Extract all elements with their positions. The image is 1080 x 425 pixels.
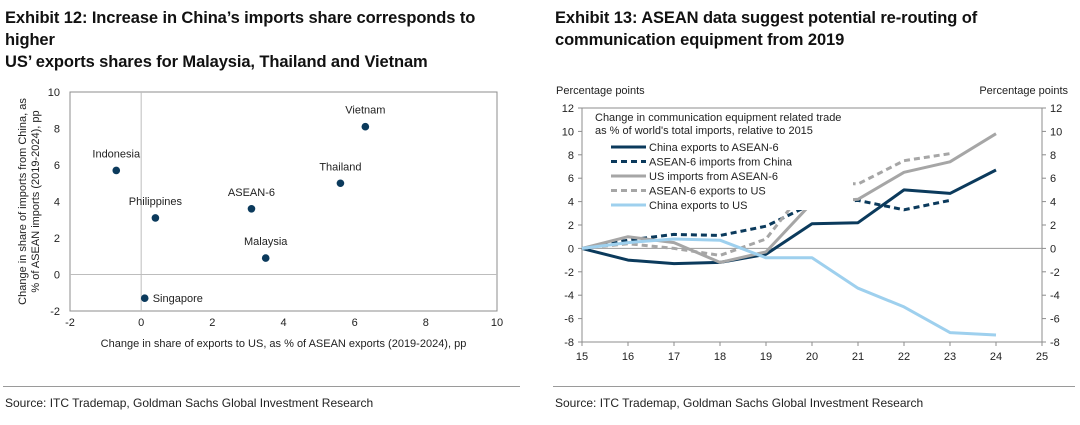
line-left-tick-label: 4 — [568, 197, 574, 209]
scatter-point-label: ASEAN-6 — [228, 187, 275, 199]
scatter-point-label: Indonesia — [92, 148, 141, 160]
line-x-tick-label: 20 — [806, 351, 818, 363]
line-x-tick-label: 19 — [760, 351, 772, 363]
line-left-tick-label: 2 — [568, 220, 574, 232]
scatter-x-tick-label: 2 — [209, 317, 215, 329]
line-legend-label: US imports from ASEAN-6 — [649, 171, 778, 183]
exhibit-13-title: Exhibit 13: ASEAN data suggest potential… — [555, 7, 1075, 51]
scatter-x-tick-label: 8 — [423, 317, 429, 329]
scatter-x-tick-label: -2 — [65, 317, 75, 329]
line-legend-title-line2: as % of world's total imports, relative … — [595, 125, 813, 137]
line-right-tick-label: -8 — [1050, 337, 1060, 349]
scatter-y-tick-label: 10 — [48, 87, 60, 99]
line-legend-label: ASEAN-6 imports from China — [649, 157, 793, 169]
line-legend-label: ASEAN-6 exports to US — [649, 186, 766, 198]
line-right-tick-label: 12 — [1050, 103, 1062, 115]
line-left-tick-label: 12 — [562, 103, 574, 115]
line-series — [581, 152, 951, 257]
scatter-point-label: Singapore — [153, 293, 203, 305]
scatter-x-tick-label: 0 — [138, 317, 144, 329]
scatter-point-label: Thailand — [319, 161, 361, 173]
line-right-tick-label: 10 — [1050, 126, 1062, 138]
exhibit-12-title-line1: Exhibit 12: Increase in China’s imports … — [5, 9, 476, 49]
line-left-tick-label: 8 — [568, 150, 574, 162]
exhibit-13-title-line1: Exhibit 13: ASEAN data suggest potential… — [555, 9, 978, 27]
line-x-tick-label: 17 — [668, 351, 680, 363]
exhibit-13-source: Source: ITC Trademap, Goldman Sachs Glob… — [555, 396, 924, 410]
line-right-tick-label: -4 — [1050, 290, 1060, 302]
scatter-plot-frame — [69, 91, 498, 312]
scatter-y-tick-label: 6 — [54, 160, 60, 172]
exhibit-13-panel: Exhibit 13: ASEAN data suggest potential… — [548, 0, 1080, 425]
scatter-x-tick-label: 4 — [280, 317, 286, 329]
line-x-tick-label: 22 — [898, 351, 910, 363]
line-left-tick-label: 6 — [568, 173, 574, 185]
scatter-y-tick-label: 8 — [54, 124, 60, 136]
scatter-point — [261, 254, 270, 262]
scatter-x-axis-label: Change in share of exports to US, as % o… — [101, 338, 467, 350]
line-left-tick-label: -2 — [564, 267, 574, 279]
line-right-tick-label: 8 — [1050, 150, 1056, 162]
scatter-x-tick-label: 6 — [352, 317, 358, 329]
scatter-point — [112, 166, 121, 175]
line-chart: 15 16 17 18 19 20 21 22 23 24 25-8 -8-6 -6-4 -4-2 -20 0… — [556, 85, 1068, 363]
line-legend-label: China exports to US — [649, 200, 747, 212]
scatter-point — [336, 179, 345, 188]
exhibit-13-title-line2: communication equipment from 2019 — [555, 31, 845, 49]
line-right-tick-label: 2 — [1050, 220, 1056, 232]
line-series — [581, 168, 997, 266]
line-right-tick-label: -6 — [1050, 314, 1060, 326]
line-left-axis-label: Percentage points — [556, 85, 645, 97]
scatter-y-tick-label: -2 — [50, 306, 60, 318]
exhibit-12-source-rule — [3, 386, 520, 387]
scatter-chart: -2 0 2 4 6 8 10 -2 0 2 4 6 8 10 Change in share of exp… — [17, 87, 503, 350]
line-right-tick-label: -2 — [1050, 267, 1060, 279]
line-x-tick-label: 15 — [576, 351, 588, 363]
scatter-point — [247, 205, 256, 213]
line-x-tick-label: 23 — [944, 351, 956, 363]
line-left-tick-label: -4 — [564, 290, 574, 302]
exhibit-12-panel: Exhibit 12: Increase in China’s imports … — [0, 0, 530, 425]
line-left-tick-label: -8 — [564, 337, 574, 349]
scatter-y-tick-label: 4 — [54, 197, 60, 209]
line-left-tick-label: -6 — [564, 314, 574, 326]
line-right-axis-label: Percentage points — [979, 85, 1068, 97]
exhibit-12-source: Source: ITC Trademap, Goldman Sachs Glob… — [5, 396, 374, 410]
scatter-point — [361, 122, 370, 131]
scatter-x-tick-label: 10 — [491, 317, 503, 329]
line-right-tick-label: 0 — [1050, 243, 1056, 255]
line-x-tick-label: 24 — [990, 351, 1002, 363]
line-right-tick-label: 4 — [1050, 197, 1056, 209]
line-legend-title-line1: Change in communication equipment relate… — [595, 112, 841, 124]
line-x-tick-label: 18 — [714, 351, 726, 363]
line-x-tick-label: 16 — [622, 351, 634, 363]
scatter-y-axis-label: Change in share of imports from China, a… — [17, 98, 42, 305]
scatter-y-tick-label: 0 — [54, 270, 60, 282]
scatter-y-tick-label: 2 — [54, 233, 60, 245]
exhibit-12-title-line2: US’ exports shares for Malaysia, Thailan… — [5, 53, 428, 71]
line-x-tick-label: 21 — [852, 351, 864, 363]
exhibit-13-source-rule — [553, 386, 1075, 387]
line-right-tick-label: 6 — [1050, 173, 1056, 185]
line-x-tick-label: 25 — [1036, 351, 1048, 363]
line-legend-label: China exports to ASEAN-6 — [649, 142, 779, 154]
exhibit-12-title: Exhibit 12: Increase in China’s imports … — [5, 7, 525, 73]
line-left-tick-label: 10 — [562, 126, 574, 138]
scatter-point-label: Philippines — [129, 196, 183, 208]
scatter-point-label: Malaysia — [244, 236, 288, 248]
scatter-point — [151, 214, 160, 222]
scatter-point-label: Vietnam — [345, 105, 385, 117]
line-series — [581, 237, 997, 337]
line-left-tick-label: 0 — [568, 243, 574, 255]
scatter-point — [140, 294, 149, 303]
